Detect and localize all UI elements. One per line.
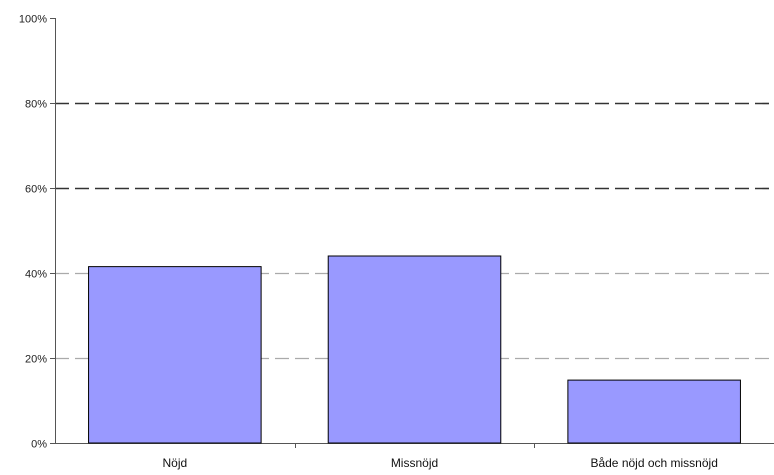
bar-3 bbox=[567, 379, 741, 444]
bar-1 bbox=[88, 266, 262, 444]
y-tick-label: 80% bbox=[25, 99, 47, 111]
y-tick-label: 20% bbox=[25, 354, 47, 366]
y-tick-label: 0% bbox=[31, 439, 47, 451]
bars bbox=[88, 255, 741, 444]
x-category-label: Missnöjd bbox=[391, 456, 438, 470]
y-tick-label: 60% bbox=[25, 184, 47, 196]
y-tick-label: 100% bbox=[19, 14, 47, 26]
y-tick-label: 40% bbox=[25, 269, 47, 281]
labels: 0% 20% 40% 60% 80% 100% Nöjd Missnöjd Både nöjd … bbox=[19, 14, 718, 471]
x-category-label: Nöjd bbox=[162, 456, 187, 470]
bar-2 bbox=[327, 255, 502, 444]
x-category-label: Både nöjd och missnöjd bbox=[590, 456, 717, 470]
